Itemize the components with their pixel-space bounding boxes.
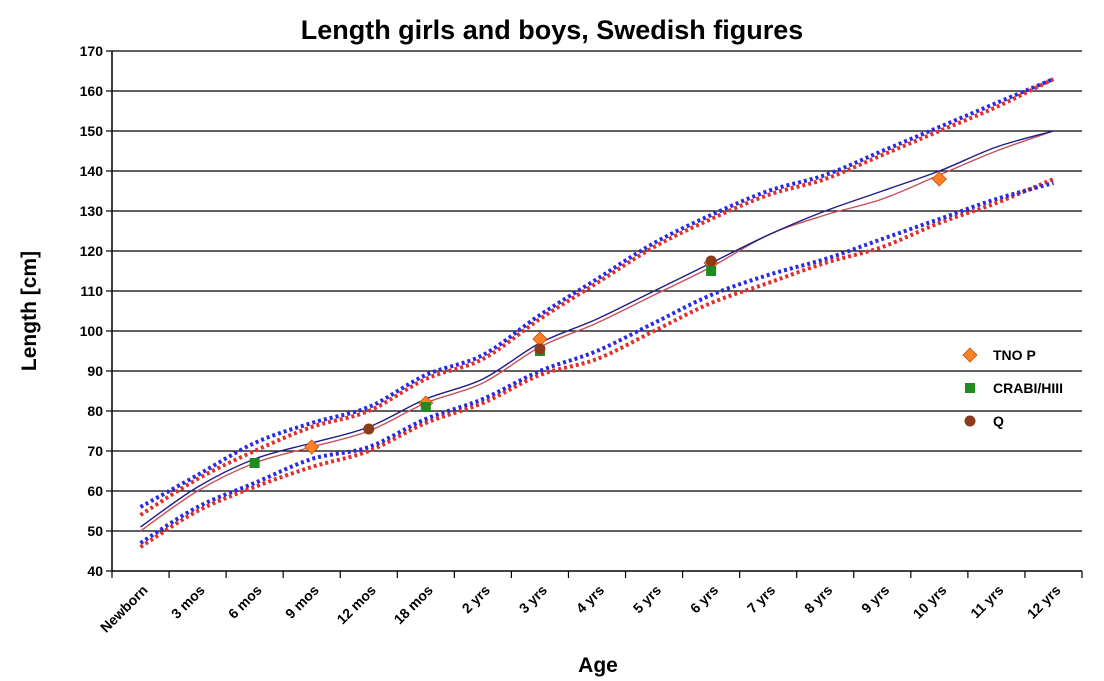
marker-q [705,255,717,267]
x-tick-label: 12 mos [333,582,379,628]
x-tick-label: 3 mos [168,582,208,622]
x-tick-label: 18 mos [391,582,437,628]
y-tick-label: 170 [80,43,104,59]
y-tick-label: 40 [87,563,103,579]
marker-q [534,343,546,355]
x-tick-label: 11 yrs [967,582,1007,622]
marker-tno-p [304,439,320,455]
y-tick-label: 60 [87,483,103,499]
x-tick-label: 6 mos [225,582,265,622]
series-lines [139,77,1055,549]
y-tick-label: 110 [80,283,103,299]
marker-q [363,423,375,435]
x-tick-label: 12 yrs [1024,582,1064,622]
marker-tno-p [931,171,947,187]
x-axis-ticks: Newborn 3 mos 6 mos 9 mos 12 mos 18 mos 2 yrs 3… [97,571,1083,636]
x-tick-label: 8 yrs [801,582,836,617]
y-tick-label: 160 [80,83,104,99]
marker-crabi-hiii [420,402,431,412]
x-tick-label: 2 yrs [459,582,494,617]
legend: TNO P CRABI/HIII Q [962,347,1063,429]
y-tick-label: 90 [87,363,103,379]
y-tick-label: 80 [87,403,103,419]
x-tick-label: 9 yrs [858,582,893,617]
x-axis-title: Age [578,654,618,677]
x-tick-label: Newborn [97,582,151,636]
chart-title: Length girls and boys, Swedish figures [301,15,804,45]
y-tick-label: 140 [80,163,104,179]
series-line-3 [139,177,1055,549]
x-tick-label: 3 yrs [516,582,551,617]
x-tick-label: 7 yrs [744,582,779,617]
y-tick-label: 130 [80,203,104,219]
x-tick-label: 4 yrs [573,582,608,617]
legend-marker-crabi-hiii [965,383,975,393]
y-axis-ticks: 40 50 60 70 80 90 100 110 120 130 140 150 160 170 [80,43,112,579]
series-line-2 [139,77,1055,509]
y-tick-label: 70 [87,443,103,459]
x-tick-label: 6 yrs [687,582,722,617]
x-tick-label: 9 mos [282,582,322,622]
series-line-5 [140,130,1054,532]
y-tick-label: 100 [80,323,104,339]
series-line-4 [139,181,1055,545]
y-tick-label: 50 [87,523,103,539]
legend-label-crabi-hiii: CRABI/HIII [993,380,1063,396]
x-tick-label: 10 yrs [910,582,950,622]
y-tick-label: 120 [80,243,104,259]
y-tick-label: 150 [80,123,104,139]
series-line-1 [139,77,1055,517]
marker-crabi-hiii [706,266,717,276]
data-markers [249,171,947,468]
y-axis-title: Length [cm] [18,251,41,371]
legend-label-tno-p: TNO P [993,347,1036,363]
x-tick-label: 5 yrs [630,582,665,617]
marker-crabi-hiii [249,458,260,468]
legend-label-q: Q [993,413,1004,429]
legend-marker-q [964,415,976,427]
gridlines [112,50,1082,532]
series-line-6 [140,130,1054,528]
legend-marker-tno-p [962,347,978,363]
